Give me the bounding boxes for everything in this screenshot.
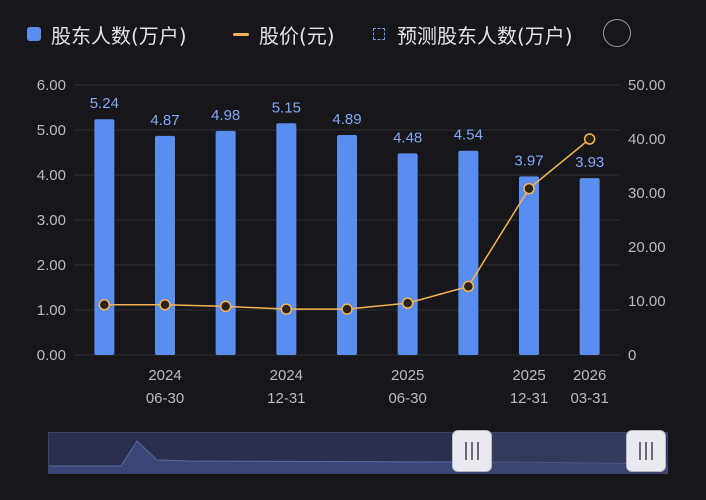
x-tick-label: 12-31: [510, 390, 548, 407]
bar-value-label: 3.97: [514, 152, 543, 169]
x-tick-label: 06-30: [146, 390, 184, 407]
price-point: [98, 299, 111, 311]
y-right-tick-label: 0: [628, 347, 636, 364]
bar-value-label: 4.98: [211, 107, 240, 124]
bar: [579, 178, 600, 355]
grip-icon: [639, 442, 653, 460]
y-right-tick-label: 20.00: [628, 239, 666, 256]
x-tick-label: 2024: [148, 367, 181, 384]
price-point: [583, 133, 596, 145]
price-point: [523, 182, 535, 195]
grip-icon: [465, 442, 479, 460]
bar-value-label: 4.54: [454, 127, 483, 144]
y-right-tick-label: 40.00: [628, 131, 666, 148]
x-tick-label: 2024: [270, 367, 303, 384]
y-left-tick-label: 6.00: [37, 77, 66, 94]
dashed-swatch-icon: [373, 28, 385, 40]
y-left-tick-label: 1.00: [37, 302, 66, 319]
x-axis-labels: 2024 06-30 2024 12-31 2025 06-30 2025 12-31 2026…: [146, 367, 609, 407]
y-right-tick-label: 10.00: [628, 293, 666, 310]
price-point: [159, 299, 171, 311]
y-left-tick-label: 0.00: [37, 347, 66, 364]
y-right-tick-label: 50.00: [628, 77, 666, 94]
price-point: [280, 303, 293, 315]
chart-legend: 股东人数(万户) 股价(元) 预测股东人数(万户): [0, 0, 706, 66]
y-left-tick-label: 4.00: [37, 167, 66, 184]
price-point: [401, 297, 414, 309]
y-right-tick-label: 30.00: [628, 185, 666, 202]
legend-label-holders: 股东人数(万户): [51, 23, 187, 48]
bar: [519, 176, 539, 355]
price-line-series: [98, 133, 596, 315]
price-point: [341, 303, 353, 315]
legend-item-forecast[interactable]: 预测股东人数(万户): [373, 18, 573, 50]
bar: [458, 150, 479, 355]
price-point: [462, 280, 475, 293]
legend-item-holders[interactable]: 股东人数(万户): [27, 18, 187, 50]
zoom-handle-left[interactable]: [452, 430, 492, 472]
bar: [397, 153, 418, 355]
legend-label-forecast: 预测股东人数(万户): [397, 23, 573, 48]
y-left-tick-label: 5.00: [37, 122, 66, 139]
bar-data-labels: 5.24 4.87 4.98 5.15 4.89 4.48 4.54 3.97 3.93: [90, 95, 605, 171]
bar-value-label: 4.89: [332, 111, 361, 128]
x-tick-label: 06-30: [388, 390, 426, 407]
left-axis-labels: 0.00 1.00 2.00 3.00 4.00 5.00 6.00: [37, 77, 66, 364]
zoom-handle-right[interactable]: [626, 430, 666, 472]
right-axis-labels: 0 10.00 20.00 30.00 40.00 50.00: [628, 77, 666, 364]
legend-item-price[interactable]: 股价(元): [233, 18, 335, 50]
x-tick-label: 12-31: [267, 390, 305, 407]
bar: [337, 134, 357, 355]
x-tick-label: 03-31: [570, 390, 608, 407]
legend-label-price: 股价(元): [259, 23, 335, 48]
x-tick-label: 2025: [391, 367, 424, 384]
bar: [94, 119, 115, 355]
bar: [155, 135, 175, 355]
price-point: [219, 300, 232, 313]
bar-swatch-icon: [27, 27, 41, 41]
y-left-tick-label: 2.00: [37, 257, 66, 274]
bar-value-label: 4.87: [150, 112, 179, 129]
circle-toggle-button[interactable]: [603, 19, 631, 47]
bar: [215, 130, 236, 355]
data-zoom-slider[interactable]: [48, 432, 668, 474]
bar-value-label: 5.15: [272, 99, 301, 116]
x-tick-label: 2025: [512, 367, 545, 384]
y-left-tick-label: 3.00: [37, 212, 66, 229]
zoom-preview: [49, 433, 667, 473]
bar-value-label: 4.48: [393, 129, 422, 146]
bar: [276, 123, 297, 355]
x-tick-label: 2026: [573, 367, 606, 384]
chart-canvas: 0.00 1.00 2.00 3.00 4.00 5.00 6.00 0 10.00 20.00…: [37, 77, 666, 407]
bar-value-label: 3.93: [575, 154, 604, 171]
bar-value-label: 5.24: [90, 95, 119, 112]
line-swatch-icon: [233, 32, 249, 36]
